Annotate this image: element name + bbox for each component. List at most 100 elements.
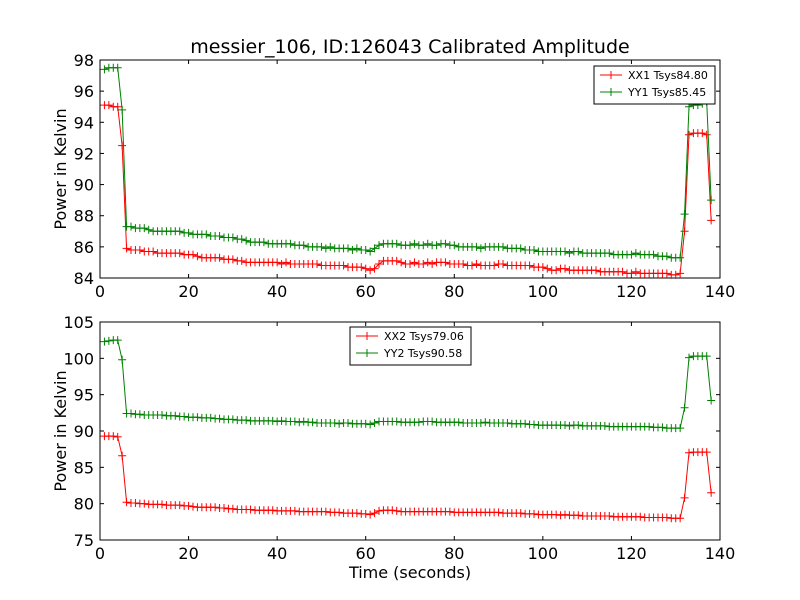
data-point: [361, 509, 370, 518]
data-point: [392, 417, 401, 426]
data-point: [561, 421, 569, 430]
y-tick-label: 95: [74, 386, 94, 405]
data-point: [215, 231, 224, 240]
data-point: [127, 409, 135, 418]
data-point: [530, 420, 538, 429]
x-tick-label: 20: [178, 282, 198, 301]
data-point: [184, 501, 193, 510]
data-point: [574, 421, 583, 430]
data-point: [375, 506, 383, 515]
data-point: [600, 421, 609, 430]
data-point: [397, 258, 406, 267]
data-point: [428, 417, 437, 426]
data-point: [414, 418, 423, 427]
data-point: [180, 412, 189, 421]
data-point: [631, 249, 640, 258]
data-point: [317, 242, 326, 251]
data-point: [565, 421, 574, 430]
data-point: [361, 245, 370, 254]
data-point: [215, 253, 224, 262]
data-point: [574, 511, 583, 520]
data-point: [707, 196, 716, 205]
data-point: [113, 63, 122, 72]
data-point: [645, 422, 654, 431]
data-point: [326, 242, 335, 251]
x-tick-label: 60: [356, 282, 376, 301]
data-point: [135, 245, 144, 254]
data-point: [246, 505, 255, 514]
data-point: [370, 244, 379, 253]
data-point: [561, 247, 569, 256]
data-point: [122, 498, 131, 507]
y-tick-label: 100: [63, 349, 94, 368]
data-point: [521, 419, 530, 428]
data-point: [109, 432, 118, 441]
x-tick-label: 120: [616, 282, 647, 301]
data-point: [277, 259, 286, 268]
x-tick-label: 140: [705, 544, 736, 563]
legend: XX2 Tsys79.06 YY2 Tsys90.58: [349, 326, 472, 366]
data-point: [702, 352, 711, 361]
data-point: [335, 508, 344, 517]
data-point: [481, 418, 490, 427]
data-point: [441, 258, 450, 267]
x-tick-label: 20: [178, 544, 198, 563]
data-point: [516, 509, 525, 518]
data-point: [370, 509, 379, 518]
data-point: [605, 512, 614, 521]
series-xx: [100, 101, 716, 279]
data-point: [618, 267, 627, 276]
data-point: [286, 239, 295, 248]
data-point: [135, 410, 144, 419]
data-point: [321, 507, 330, 516]
legend-entry-label: XX2 Tsys79.06: [384, 330, 464, 343]
data-point: [321, 244, 330, 253]
x-tick-label: 120: [616, 544, 647, 563]
data-point: [702, 130, 711, 139]
data-point: [592, 266, 600, 275]
data-point: [158, 500, 166, 509]
data-point: [410, 239, 419, 248]
y-tick-label: 90: [74, 176, 94, 195]
data-point: [344, 419, 352, 428]
data-point: [454, 418, 463, 427]
data-point: [702, 448, 711, 457]
series-xx: [100, 432, 716, 523]
data-point: [237, 256, 246, 265]
data-point: [680, 493, 689, 502]
data-point: [459, 259, 468, 268]
data-point: [552, 510, 561, 519]
y-tick-label: 88: [74, 207, 94, 226]
data-point: [476, 244, 485, 253]
y-tick-label: 86: [74, 238, 94, 257]
data-point: [273, 417, 282, 426]
data-point: [676, 253, 685, 262]
data-point: [432, 241, 441, 250]
series-line: [104, 104, 712, 276]
data-point: [193, 413, 202, 422]
data-point: [476, 419, 485, 428]
data-point: [605, 249, 614, 258]
data-point: [127, 222, 135, 231]
data-point: [189, 502, 197, 511]
data-point: [631, 267, 640, 276]
data-point: [202, 230, 211, 239]
data-point: [525, 261, 534, 270]
legend-entry-label: YY2 Tsys90.58: [383, 347, 462, 360]
data-point: [388, 506, 397, 515]
y-tick-label: 92: [74, 144, 94, 163]
x-tick-label: 0: [95, 282, 105, 301]
data-point: [410, 258, 419, 267]
x-tick-label: 80: [444, 544, 464, 563]
data-point: [290, 417, 299, 426]
data-point: [530, 509, 538, 518]
bottom-plot-panel: 0 20 40 60 80 100 120 140 75 80 85 90 95 100 105 Power …: [51, 313, 735, 582]
data-point: [538, 263, 547, 272]
legend-marker: [363, 332, 371, 340]
data-point: [423, 258, 432, 267]
data-point: [662, 269, 671, 278]
data-point: [516, 244, 525, 253]
data-point: [530, 245, 538, 254]
data-point: [649, 250, 658, 259]
